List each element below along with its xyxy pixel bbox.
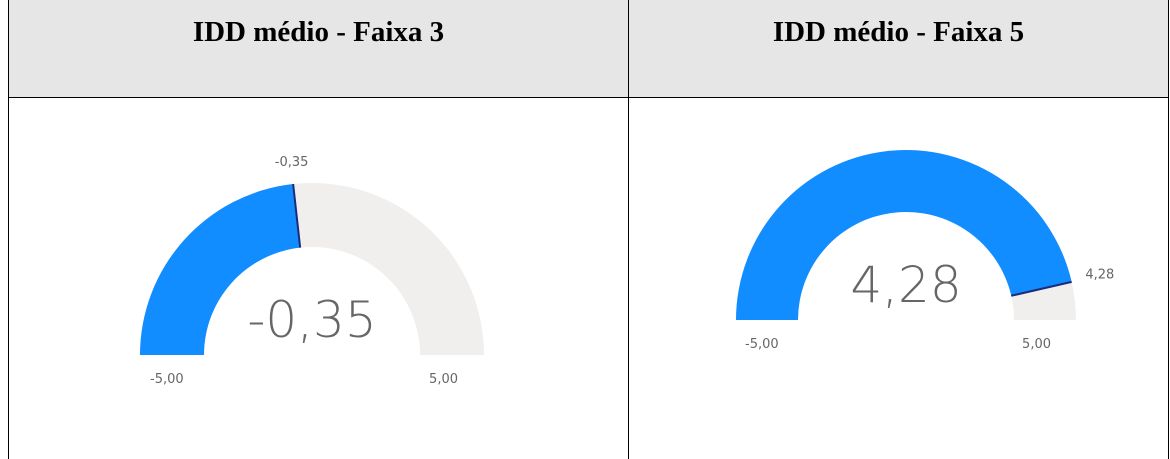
- cell-border: [8, 0, 9, 459]
- gauge-range-label: 5,00: [429, 372, 458, 387]
- value-label: -0,35: [275, 155, 309, 170]
- row-border: [8, 97, 1169, 98]
- gauge-fill: [736, 149, 1072, 320]
- gauge-needle: [1011, 280, 1072, 297]
- gauge-range-label: 5,00: [1022, 337, 1051, 352]
- cell-border: [1168, 0, 1169, 459]
- cell-border: [628, 0, 629, 459]
- gauge-fill: [140, 184, 301, 355]
- gauge-value: -0,35: [247, 291, 376, 349]
- gauge-value: 4,28: [850, 256, 961, 314]
- header-cell: IDD médio - Faixa 3: [9, 0, 628, 97]
- gauge-needle: [292, 183, 302, 248]
- gauge-range-label: -5,00: [150, 372, 184, 387]
- gauge-range-label: -5,00: [745, 337, 779, 352]
- value-label: 4,28: [1085, 268, 1114, 283]
- header-cell: IDD médio - Faixa 5: [629, 0, 1168, 97]
